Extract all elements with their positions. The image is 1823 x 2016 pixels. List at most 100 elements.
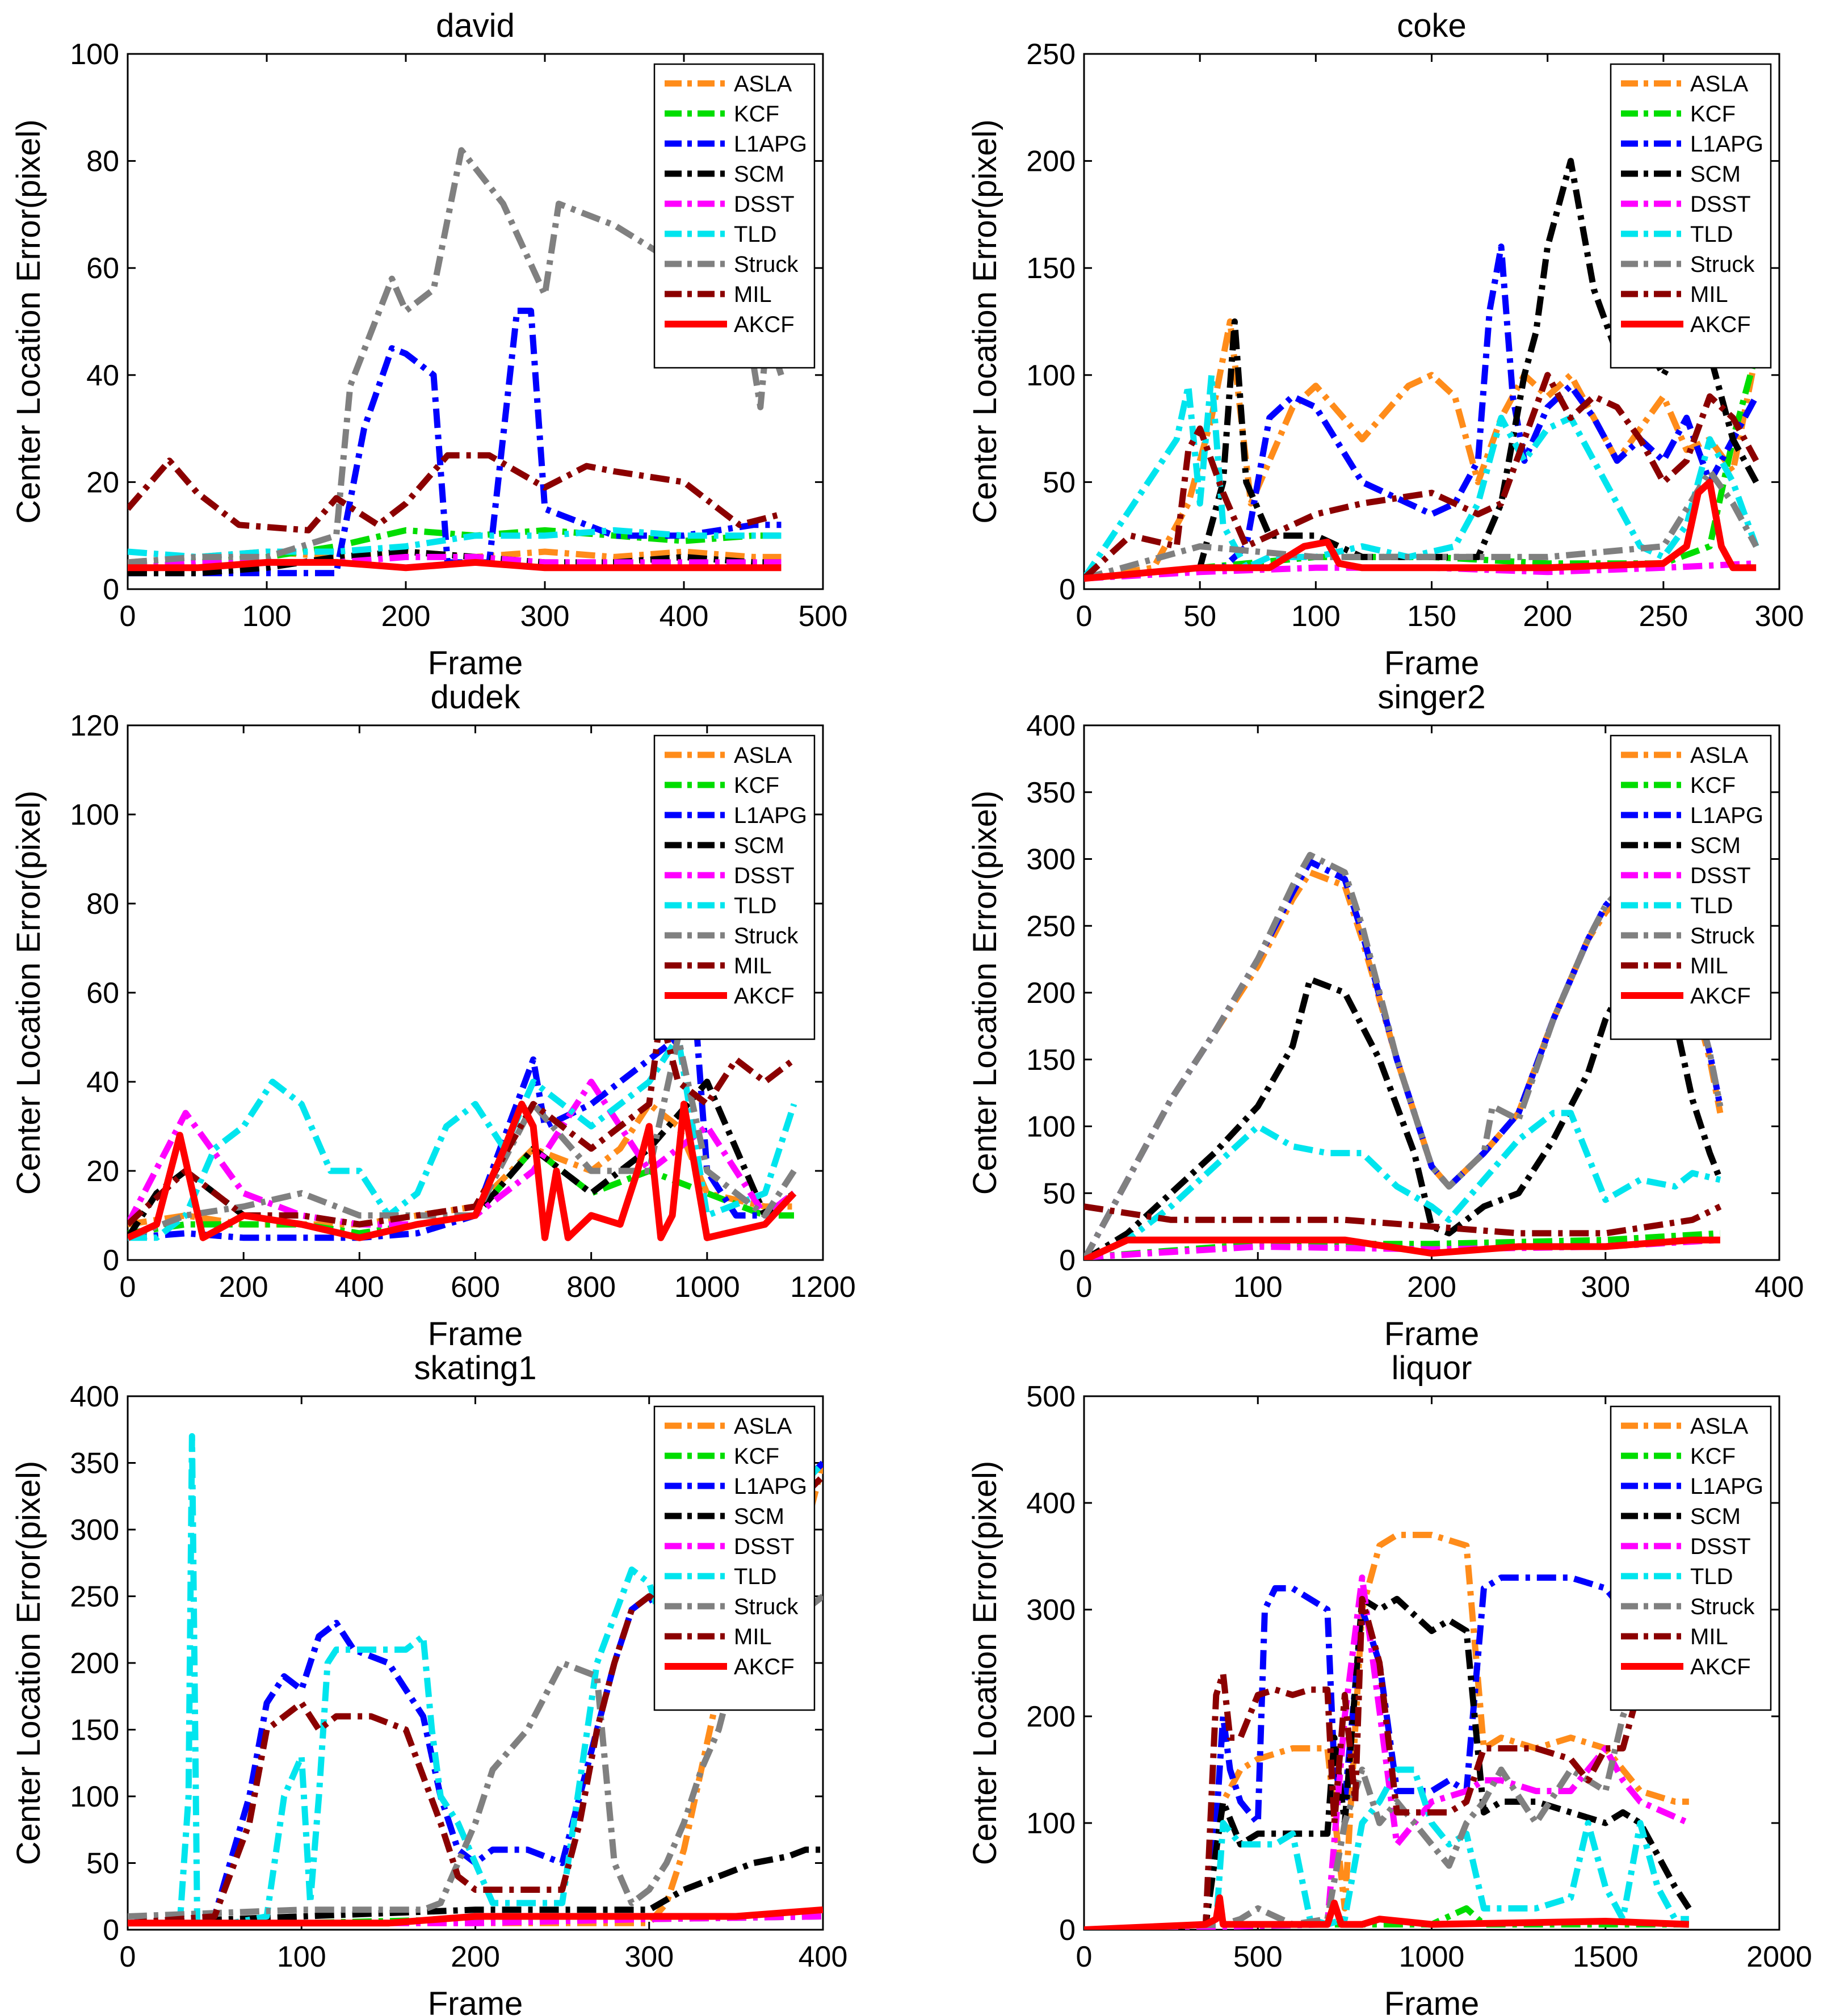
panel-liquor: liquor Frame Center Location Error(pixel… <box>967 1350 1812 2016</box>
series-line-asla <box>1084 318 1759 582</box>
x-axis-label: Frame <box>428 1316 523 1353</box>
legend-label-asla: ASLA <box>734 743 792 768</box>
chart-title: liquor <box>1392 1350 1472 1387</box>
series-line-l1apg <box>1084 243 1759 582</box>
y-axis-label: Center Location Error(pixel) <box>967 119 1003 523</box>
y-tick-label: 200 <box>1026 1700 1076 1733</box>
x-axis-label: Frame <box>428 1985 523 2016</box>
series-line-tld <box>1084 1766 1689 1930</box>
y-axis-label: Center Location Error(pixel) <box>967 1461 1003 1865</box>
y-tick-label: 200 <box>1026 977 1076 1010</box>
x-tick-label: 100 <box>1233 1271 1283 1304</box>
legend-label-dsst: DSST <box>734 192 795 217</box>
y-tick-label: 100 <box>1026 1807 1076 1840</box>
series-group <box>1084 1531 1692 1930</box>
x-tick-label: 400 <box>799 1941 848 1973</box>
series-line-struck <box>1084 468 1759 582</box>
series-line-akcf <box>1084 478 1757 582</box>
legend-label-asla: ASLA <box>1690 1414 1749 1439</box>
series-line-akcf <box>1084 1894 1690 1930</box>
y-axis-label: Center Location Error(pixel) <box>10 119 47 523</box>
y-tick-label: 50 <box>1043 466 1076 499</box>
y-tick-label: 400 <box>70 1380 119 1413</box>
y-tick-label: 300 <box>1026 843 1076 876</box>
x-tick-label: 150 <box>1407 600 1456 633</box>
y-tick-label: 100 <box>70 1780 119 1813</box>
legend-label-akcf: AKCF <box>1690 312 1751 337</box>
legend-label-tld: TLD <box>734 222 777 247</box>
y-tick-label: 200 <box>70 1647 119 1680</box>
x-tick-label: 400 <box>1755 1271 1804 1304</box>
x-tick-label: 200 <box>1407 1271 1456 1304</box>
y-tick-label: 60 <box>86 252 119 285</box>
series-line-scm <box>128 1846 823 1926</box>
legend-label-asla: ASLA <box>734 1414 792 1439</box>
x-tick-label: 300 <box>624 1941 674 1973</box>
legend-label-kcf: KCF <box>734 773 779 798</box>
legend-label-scm: SCM <box>734 162 784 187</box>
legend-label-akcf: AKCF <box>734 1654 795 1679</box>
legend-label-dsst: DSST <box>734 863 795 888</box>
y-tick-label: 500 <box>1026 1380 1076 1413</box>
x-tick-label: 1000 <box>674 1271 740 1304</box>
y-tick-label: 20 <box>86 1155 119 1188</box>
series-line-mil <box>1084 1203 1722 1237</box>
legend-label-akcf: AKCF <box>1690 1654 1751 1679</box>
panel-skating1: skating1 Frame Center Location Error(pix… <box>10 1350 847 2016</box>
series-group <box>128 147 784 577</box>
legend-label-akcf: AKCF <box>734 312 795 337</box>
y-tick-label: 250 <box>70 1581 119 1614</box>
legend-label-mil: MIL <box>734 954 772 978</box>
legend-label-scm: SCM <box>734 833 784 858</box>
x-tick-label: 400 <box>660 600 709 633</box>
y-tick-label: 150 <box>70 1714 119 1747</box>
y-tick-label: 350 <box>1026 776 1076 809</box>
legend-label-scm: SCM <box>1690 1504 1741 1529</box>
x-tick-label: 300 <box>1581 1271 1630 1304</box>
legend-label-dsst: DSST <box>734 1534 795 1559</box>
x-tick-label: 0 <box>120 1941 136 1973</box>
series-line-mil <box>128 1011 796 1228</box>
series-line-akcf <box>1084 1236 1720 1260</box>
y-tick-label: 100 <box>70 799 119 831</box>
legend-label-kcf: KCF <box>1690 1444 1736 1469</box>
x-tick-label: 200 <box>1523 600 1572 633</box>
legend-label-mil: MIL <box>1690 1624 1728 1649</box>
panel-coke: coke Frame Center Location Error(pixel) … <box>967 7 1804 682</box>
legend-label-mil: MIL <box>734 1624 772 1649</box>
y-tick-label: 400 <box>1026 709 1076 742</box>
x-tick-label: 800 <box>566 1271 616 1304</box>
legend-label-kcf: KCF <box>734 1444 779 1469</box>
y-tick-label: 100 <box>70 38 119 71</box>
plot-area <box>127 53 824 590</box>
legend-label-struck: Struck <box>734 923 799 948</box>
legend-label-asla: ASLA <box>734 72 792 96</box>
x-tick-label: 50 <box>1183 600 1216 633</box>
series-line-mil <box>1084 1595 1690 1930</box>
y-tick-label: 0 <box>1059 1244 1076 1277</box>
x-tick-label: 0 <box>1076 1271 1093 1304</box>
y-tick-label: 60 <box>86 977 119 1010</box>
x-tick-label: 500 <box>1233 1941 1283 1973</box>
legend-label-struck: Struck <box>1690 923 1755 948</box>
y-tick-label: 300 <box>70 1514 119 1547</box>
series-line-l1apg <box>128 1460 823 1926</box>
y-tick-label: 100 <box>1026 359 1076 392</box>
y-tick-label: 250 <box>1026 910 1076 943</box>
legend-label-kcf: KCF <box>1690 773 1736 798</box>
legend-label-scm: SCM <box>1690 833 1741 858</box>
legend-label-scm: SCM <box>1690 162 1741 187</box>
x-tick-label: 250 <box>1639 600 1688 633</box>
legend-label-akcf: AKCF <box>1690 984 1751 1009</box>
y-tick-label: 0 <box>1059 1914 1076 1947</box>
x-tick-label: 0 <box>120 1271 136 1304</box>
y-tick-label: 150 <box>1026 1044 1076 1077</box>
x-tick-label: 500 <box>799 600 848 633</box>
legend-label-tld: TLD <box>734 1564 777 1589</box>
series-line-akcf <box>128 1101 797 1241</box>
y-axis-label: Center Location Error(pixel) <box>10 1461 47 1865</box>
series-line-mil <box>128 452 782 534</box>
legend-label-asla: ASLA <box>1690 72 1749 96</box>
legend-label-struck: Struck <box>734 1594 799 1619</box>
